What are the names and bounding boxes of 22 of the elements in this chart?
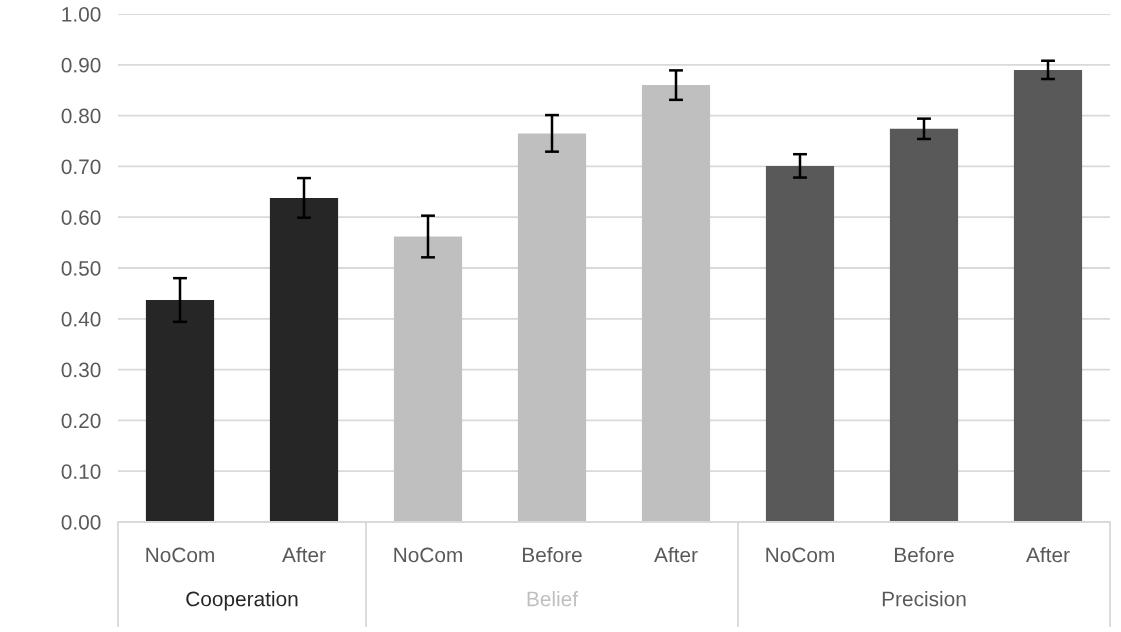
x-tick-label: NoCom: [766, 547, 834, 563]
y-tick-label: 0.50: [61, 261, 101, 276]
x-tick-label: NoCom: [146, 547, 214, 563]
y-tick-label: 0.90: [61, 57, 101, 73]
x-tick-label: Before: [895, 547, 954, 563]
text: Cooperation: [186, 591, 298, 611]
x-tick-label: After: [654, 547, 698, 563]
y-tick-label: 0.20: [61, 413, 101, 429]
x-tick-label: Before: [523, 547, 582, 563]
y-tick-label: 0.80: [61, 108, 101, 124]
x-tick-label: After: [1026, 547, 1070, 563]
y-tick-label: 1.00: [62, 7, 101, 22]
y-tick-label: 0.00: [61, 515, 101, 530]
text: Belief: [527, 591, 579, 607]
y-tick-label: 0.10: [61, 464, 101, 479]
y-tick-label: 0.40: [61, 311, 101, 327]
y-tick-label: 0.70: [61, 159, 101, 175]
x-tick-label: NoCom: [394, 547, 462, 563]
x-tick-label: After: [282, 547, 326, 563]
y-tick-label: 0.30: [61, 362, 101, 378]
text: Precision: [882, 591, 966, 607]
y-tick-label: 0.60: [61, 210, 101, 225]
